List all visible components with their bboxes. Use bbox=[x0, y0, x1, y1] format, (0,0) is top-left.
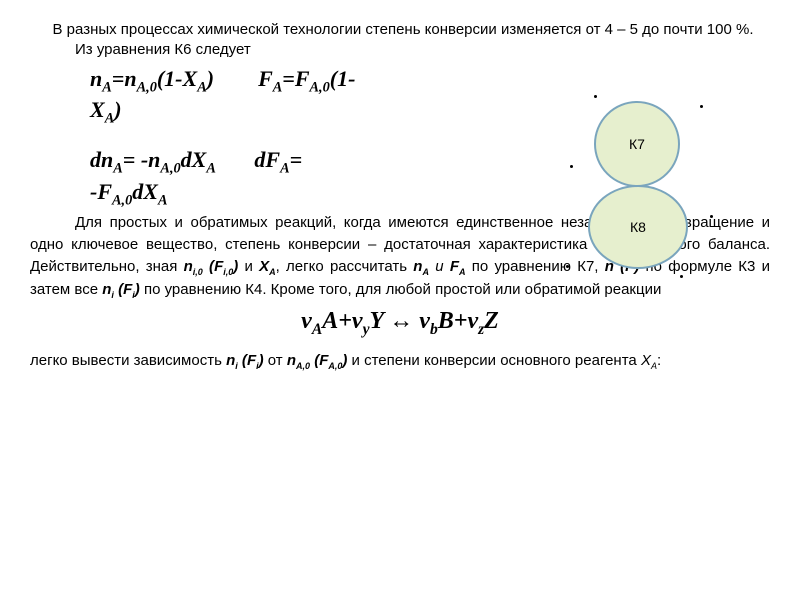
b2-FA0: F bbox=[319, 352, 328, 369]
nu3: ν bbox=[419, 308, 430, 334]
eq2-dnsub2: A,0 bbox=[160, 161, 180, 177]
equation-label-diagram: К7К8 bbox=[560, 95, 720, 285]
b1-XA: X bbox=[259, 258, 269, 275]
plus1: + bbox=[338, 308, 352, 334]
equation-reaction: νAA+νyY ↔ νbB+νzZ bbox=[30, 308, 770, 339]
b1-FA: F bbox=[450, 258, 459, 275]
b1-andF: и bbox=[429, 258, 450, 275]
equation-k8: dnA= -nA,0dXA dFA= -FA,0dXA bbox=[90, 146, 530, 210]
nu2sub: y bbox=[363, 321, 370, 338]
b2-FA0sub: A,0 bbox=[328, 361, 342, 371]
b2-from: от bbox=[264, 352, 287, 369]
selection-dot bbox=[570, 165, 573, 168]
b1-and: и bbox=[238, 258, 259, 275]
nu1: ν bbox=[301, 308, 312, 334]
equation-k7: nA=nA,0(1-XA) FA=FA,0(1- XA) bbox=[90, 65, 530, 129]
eq-X: X bbox=[90, 97, 105, 122]
eq-Feq: =F bbox=[282, 66, 309, 91]
circle-k8: К8 bbox=[588, 185, 688, 269]
plus2: + bbox=[454, 308, 468, 334]
B: B bbox=[438, 308, 454, 334]
b2-colon: : bbox=[657, 352, 661, 369]
b2-sp2: ( bbox=[310, 352, 319, 369]
selection-dot bbox=[710, 215, 713, 218]
eq2-FdXsub: A bbox=[158, 193, 168, 209]
eq2-F: -F bbox=[90, 179, 112, 204]
b2-and: и степени конверсии основного реагента bbox=[347, 352, 641, 369]
selection-dot bbox=[700, 105, 703, 108]
intro-paragraph: В разных процессах химической технологии… bbox=[30, 20, 770, 61]
eq2-space bbox=[216, 147, 255, 172]
eq2-dFeq: = bbox=[290, 147, 303, 172]
b1-ni0sub: i,0 bbox=[193, 267, 203, 277]
eq-F: F bbox=[258, 66, 273, 91]
b1-sp1: ( bbox=[203, 258, 214, 275]
eq2-Fsub: A,0 bbox=[112, 193, 132, 209]
nu2: ν bbox=[352, 308, 363, 334]
eq-close: ) bbox=[207, 66, 214, 91]
eq-eq: = bbox=[112, 66, 125, 91]
b2-XA: X bbox=[641, 352, 651, 369]
selection-dot bbox=[566, 265, 569, 268]
eq-sub2: A,0 bbox=[137, 79, 157, 95]
eq-Fsub: A bbox=[273, 79, 283, 95]
eq-sub3: A bbox=[197, 79, 207, 95]
eq-n2: n bbox=[124, 66, 136, 91]
b2-ni: n bbox=[226, 352, 235, 369]
eq-Xclose: ) bbox=[114, 97, 121, 122]
A: A bbox=[322, 308, 338, 334]
eq2-dX: dX bbox=[181, 147, 207, 172]
page: В разных процессах химической технологии… bbox=[0, 0, 800, 600]
nu4: ν bbox=[467, 308, 478, 334]
eq2-dn: dn bbox=[90, 147, 113, 172]
eq2-dXsub: A bbox=[206, 161, 216, 177]
circle-k7: К7 bbox=[594, 101, 680, 187]
Z: Z bbox=[484, 308, 499, 334]
eq-Fsub2: A,0 bbox=[310, 79, 330, 95]
intro-line2: Из уравнения К6 следует bbox=[75, 41, 251, 58]
b1-Fi0: F bbox=[214, 258, 223, 275]
b1-t2: , легко рассчитать bbox=[276, 258, 414, 275]
eq-rest: (1-X bbox=[157, 66, 197, 91]
b1-Fi0sub: i,0 bbox=[223, 267, 233, 277]
nu1sub: A bbox=[312, 321, 322, 338]
intro-line1: В разных процессах химической технологии… bbox=[53, 21, 754, 38]
b2-t1: легко вывести зависимость bbox=[30, 352, 226, 369]
b1-sp2: ( bbox=[114, 281, 123, 298]
nu3sub: b bbox=[430, 321, 438, 338]
b2-nA0sub: A,0 bbox=[296, 361, 310, 371]
b2-nA0: n bbox=[287, 352, 296, 369]
selection-dot bbox=[680, 275, 683, 278]
b2-Fi: F bbox=[247, 352, 256, 369]
eq-Xsub: A bbox=[105, 111, 115, 127]
body-paragraph-2: легко вывести зависимость ni (Fi) от nA,… bbox=[30, 349, 770, 373]
Y: Y bbox=[370, 308, 384, 334]
arrow: ↔ bbox=[389, 308, 413, 334]
eq2-dFsub: A bbox=[280, 161, 290, 177]
b2-sp1: ( bbox=[238, 352, 247, 369]
eq-Frest: (1- bbox=[330, 66, 356, 91]
eq-space bbox=[214, 66, 258, 91]
eq-n: n bbox=[90, 66, 102, 91]
eq2-dnsub: A bbox=[113, 161, 123, 177]
b1-ni0: n bbox=[184, 258, 193, 275]
eq-sub: A bbox=[102, 79, 112, 95]
selection-dot bbox=[594, 95, 597, 98]
eq2-dF: dF bbox=[254, 147, 280, 172]
eq2-dneq: = -n bbox=[123, 147, 161, 172]
b1-Fi: F bbox=[123, 281, 132, 298]
eq2-FdX: dX bbox=[132, 179, 158, 204]
